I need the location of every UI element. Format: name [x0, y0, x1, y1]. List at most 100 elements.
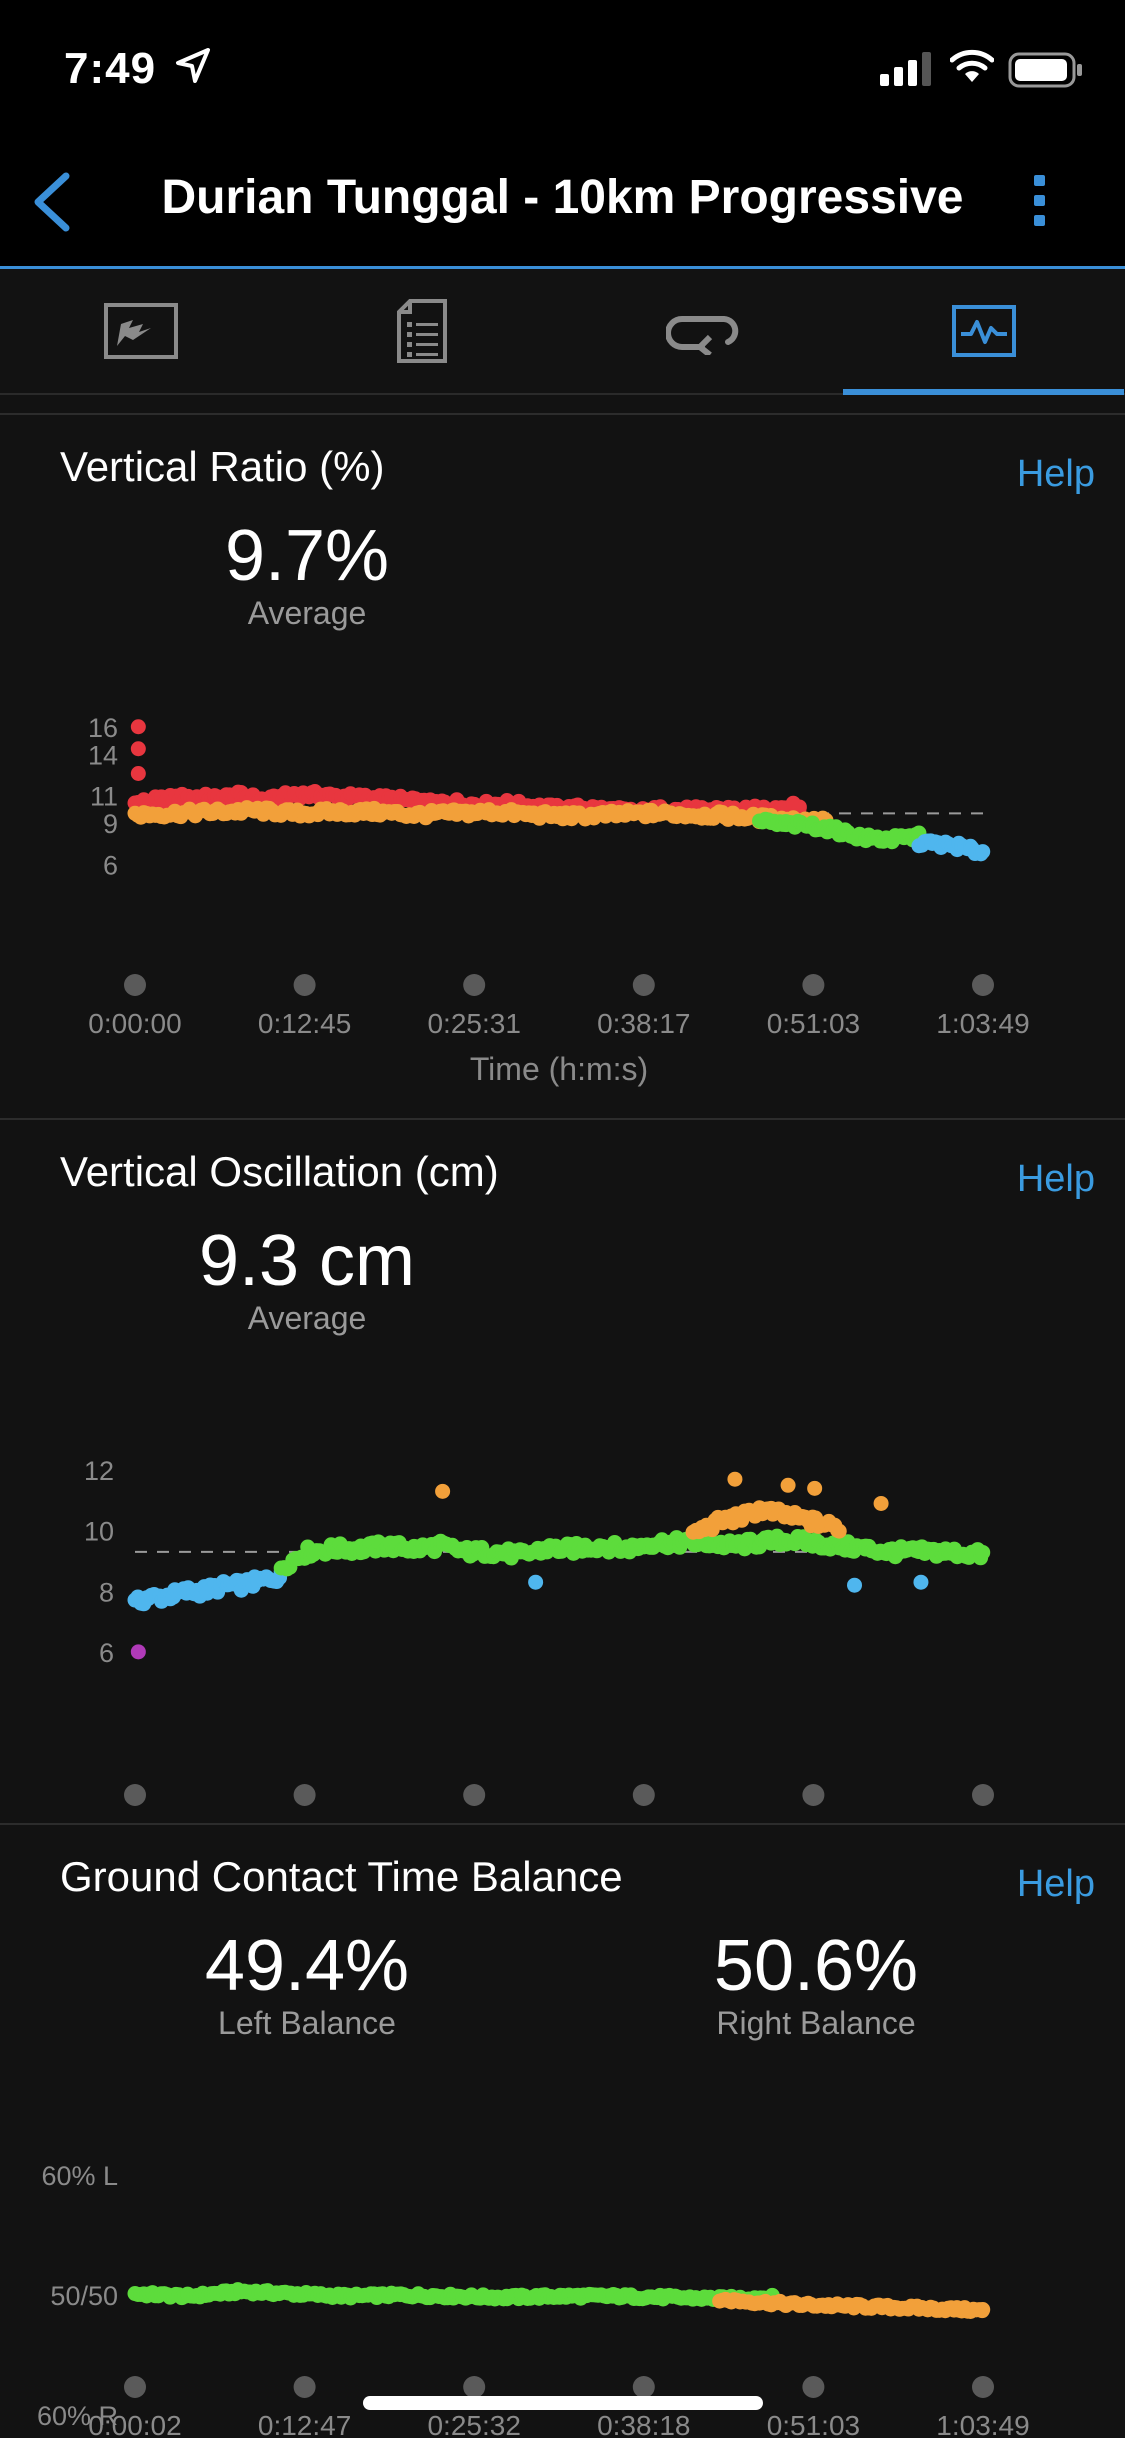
right-balance-value: 50.6% — [713, 1926, 919, 2006]
outlier-point — [528, 1574, 544, 1590]
x-tick-label: 0:38:17 — [597, 1818, 690, 1820]
more-options-icon[interactable] — [1024, 168, 1054, 240]
x-tick-marker — [802, 974, 825, 996]
section-title: Vertical Ratio (%) — [60, 443, 385, 490]
x-tick-label: 0:12:45 — [258, 1008, 351, 1039]
x-tick-label: 1:03:49 — [936, 1008, 1029, 1039]
data-point — [831, 1523, 847, 1539]
status-time: 7:49 — [64, 44, 157, 93]
location-arrow-icon — [176, 48, 210, 83]
average-value: 9.3 cm — [198, 1221, 416, 1301]
x-tick-marker — [632, 1784, 655, 1806]
page-title: Durian Tunggal - 10km Progressive — [161, 171, 964, 224]
outlier-point — [130, 1644, 146, 1660]
outlier-point — [435, 1483, 451, 1499]
outlier-point — [727, 1471, 743, 1487]
x-tick-label: 0:38:17 — [597, 1008, 690, 1039]
outlier-point — [130, 719, 146, 735]
help-link[interactable]: Help — [1016, 1158, 1095, 1200]
y-tick-label: 9 — [103, 809, 118, 839]
y-tick-label: 10 — [84, 1517, 114, 1547]
back-chevron-icon[interactable] — [24, 170, 84, 234]
tab-bar — [0, 269, 1125, 395]
help-link[interactable]: Help — [1016, 1863, 1095, 1905]
x-tick-marker — [293, 1784, 316, 1806]
tab-map[interactable] — [0, 269, 281, 393]
y-tick-label: 60% R — [37, 2401, 118, 2431]
x-tick-marker — [463, 2376, 486, 2398]
x-tick-label: 0:51:03 — [767, 2410, 860, 2438]
y-tick-label: 60% L — [41, 2161, 118, 2191]
x-tick-marker — [463, 1784, 486, 1806]
document-list-icon — [396, 299, 447, 363]
left-balance-label: Left Balance — [218, 2005, 396, 2041]
x-tick-label: 0:25:31 — [427, 1008, 520, 1039]
cellular-signal-icon — [880, 52, 931, 86]
map-icon — [103, 303, 178, 359]
y-tick-label: 8 — [99, 1577, 114, 1607]
average-label: Average — [247, 1300, 367, 1336]
x-tick-marker — [632, 2376, 655, 2398]
outlier-point — [873, 1495, 889, 1511]
x-tick-marker — [293, 974, 316, 996]
x-tick-marker — [972, 1784, 994, 1806]
x-tick-label: 0:12:47 — [258, 2410, 351, 2438]
activity-chart-icon — [951, 305, 1016, 357]
tab-details[interactable] — [281, 269, 562, 393]
data-point — [975, 844, 991, 860]
x-tick-label: 0:12:45 — [258, 1818, 351, 1820]
x-tick-marker — [632, 974, 655, 996]
x-tick-marker — [463, 974, 486, 996]
section-title: Ground Contact Time Balance — [60, 1853, 623, 1900]
tab-charts[interactable] — [843, 269, 1124, 395]
x-tick-marker — [972, 974, 994, 996]
x-tick-marker — [124, 1784, 146, 1806]
x-tick-marker — [124, 2376, 146, 2398]
x-tick-marker — [293, 2376, 316, 2398]
x-tick-label: 0:25:31 — [427, 1818, 520, 1820]
x-tick-marker — [124, 974, 146, 996]
x-tick-label: 0:38:18 — [597, 2410, 690, 2438]
x-tick-label: 1:03:49 — [936, 2410, 1029, 2438]
x-tick-label: 0:51:03 — [767, 1818, 860, 1820]
section-title: Vertical Oscillation (cm) — [60, 1148, 499, 1195]
y-tick-label: 16 — [88, 713, 118, 743]
vertical-oscillation-section: Vertical Oscillation (cm) Help 9.3 cm Av… — [0, 1118, 1125, 1825]
outlier-point — [130, 766, 146, 781]
outlier-point — [847, 1577, 863, 1593]
y-tick-label: 6 — [103, 850, 118, 880]
y-tick-label: 50/50 — [50, 2281, 118, 2311]
data-point — [975, 1544, 991, 1560]
right-balance-label: Right Balance — [716, 2005, 916, 2041]
x-tick-marker — [802, 1784, 825, 1806]
x-tick-label: 0:25:32 — [427, 2410, 520, 2438]
home-indicator — [363, 2396, 763, 2410]
left-balance-value: 49.4% — [204, 1926, 410, 2006]
x-tick-label: 0:00:02 — [88, 2410, 181, 2438]
battery-icon — [1008, 52, 1082, 88]
x-tick-label: 0:51:03 — [767, 1008, 860, 1039]
outlier-point — [807, 1480, 823, 1496]
y-tick-label: 11 — [90, 782, 118, 812]
x-tick-marker — [802, 2376, 825, 2398]
average-label: Average — [247, 595, 367, 631]
outlier-point — [780, 1477, 796, 1493]
x-tick-label: 1:03:49 — [936, 1818, 1029, 1820]
vertical-oscillation-chart: 12 10 8 6 0:00:00 0:12:45 0:25:31 0:38:17 0:51:0… — [84, 1456, 1030, 1820]
x-tick-label: 0:00:00 — [88, 1008, 181, 1039]
vertical-ratio-section: Vertical Ratio (%) Help 9.7% Average 16 1… — [0, 413, 1125, 1120]
y-tick-label: 6 — [99, 1638, 114, 1668]
y-tick-label: 14 — [88, 740, 118, 770]
help-link[interactable]: Help — [1016, 453, 1095, 495]
gct-balance-section: Ground Contact Time Balance Help 49.4% L… — [0, 1823, 1125, 2438]
laps-loop-icon — [665, 316, 738, 355]
x-axis-title: Time (h:m:s) — [470, 1051, 648, 1087]
navigation-bar: Durian Tunggal - 10km Progressive — [0, 140, 1125, 269]
outlier-point — [913, 1574, 929, 1590]
x-tick-label: 0:00:00 — [88, 1818, 181, 1820]
y-tick-label: 12 — [84, 1456, 114, 1486]
wifi-icon — [950, 49, 994, 82]
outlier-point — [130, 741, 146, 757]
tab-laps[interactable] — [562, 269, 843, 393]
